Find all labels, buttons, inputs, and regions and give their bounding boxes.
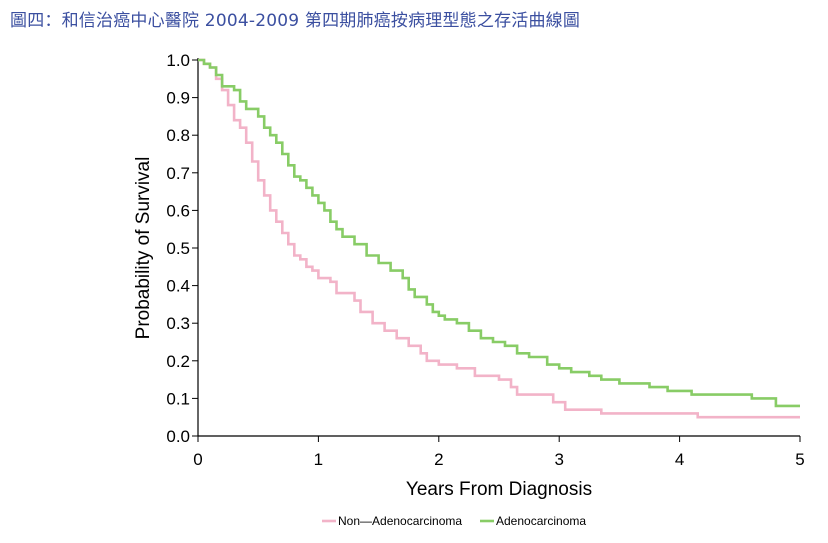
y-tick-label: 0.4 [166, 277, 190, 296]
x-tick-label: 4 [675, 450, 684, 469]
y-tick-label: 0.7 [166, 164, 190, 183]
y-tick-label: 0.8 [166, 126, 190, 145]
legend-label-adenocarcinoma: Adenocarcinoma [496, 514, 586, 528]
legend-label-non-adenocarcinoma: Non—Adenocarcinoma [338, 514, 462, 528]
series-line-non-adenocarcinoma [198, 58, 800, 419]
y-axis-title: Probability of Survival [133, 157, 154, 340]
y-tick-label: 0.2 [166, 352, 190, 371]
x-tick-label: 2 [434, 450, 443, 469]
page-title: 圖四：和信治癌中心醫院 2004-2009 第四期肺癌按病理型態之存活曲線圖 [10, 11, 581, 31]
y-tick-label: 1.0 [166, 51, 190, 70]
y-tick-label: 0.1 [166, 389, 190, 408]
x-tick-label: 3 [554, 450, 563, 469]
x-tick-label: 5 [795, 450, 804, 469]
x-tick-label: 0 [193, 450, 202, 469]
y-tick-label: 0.3 [166, 314, 190, 333]
series-line-adenocarcinoma [198, 58, 800, 408]
x-axis-title: Years From Diagnosis [406, 479, 592, 500]
y-tick-label: 0.9 [166, 89, 190, 108]
y-tick-label: 0.5 [166, 239, 190, 258]
y-tick-label: 0.0 [166, 427, 190, 446]
x-tick-label: 1 [314, 450, 323, 469]
y-tick-label: 0.6 [166, 201, 190, 220]
